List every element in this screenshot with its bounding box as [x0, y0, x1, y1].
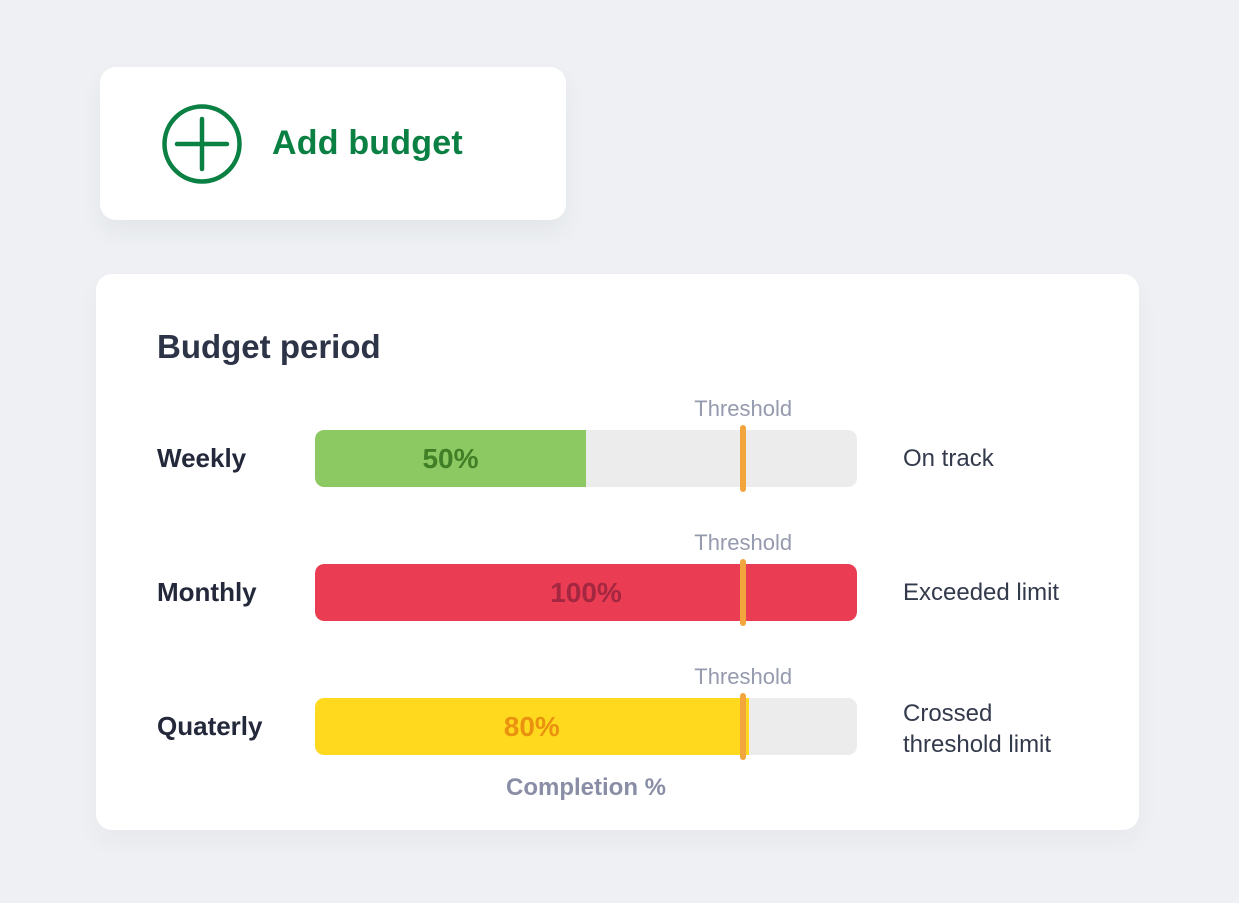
threshold-label: Threshold: [694, 664, 793, 689]
progress-track: 80%: [315, 698, 857, 755]
threshold-marker: [740, 693, 747, 760]
progress-bar-weekly: Threshold 50%: [315, 390, 857, 492]
budget-rows: Weekly Threshold 50% On track Monthly Th…: [157, 390, 1097, 760]
progress-value: 50%: [422, 442, 479, 474]
status-text: Crossed threshold limit: [903, 700, 1052, 758]
plus-circle-icon: [162, 103, 242, 184]
progress-track: 100%: [315, 564, 857, 621]
row-label: Weekly: [157, 443, 247, 473]
threshold-marker: [740, 425, 747, 492]
row-label: Monthly: [157, 577, 257, 607]
status-text: Exceeded limit: [903, 579, 1060, 606]
add-budget-label: Add budget: [272, 124, 463, 162]
progress-fill: 80%: [315, 698, 749, 755]
threshold-label: Threshold: [694, 396, 793, 421]
row-label: Quaterly: [157, 711, 263, 741]
progress-bar-quarterly: Threshold 80%: [315, 658, 857, 760]
progress-track: 50%: [315, 430, 857, 487]
progress-fill: 100%: [315, 564, 857, 621]
progress-value: 100%: [550, 576, 622, 608]
budget-row-quarterly: Quaterly Threshold 80% Crossed threshold…: [157, 658, 1097, 760]
threshold-marker: [740, 559, 747, 626]
completion-axis-label: Completion %: [506, 774, 666, 801]
panel-title: Budget period: [157, 328, 381, 365]
budget-row-weekly: Weekly Threshold 50% On track: [157, 390, 1097, 492]
threshold-label: Threshold: [694, 530, 793, 555]
progress-fill: 50%: [315, 430, 586, 487]
budget-row-monthly: Monthly Threshold 100% Exceeded limit: [157, 524, 1097, 626]
status-text: On track: [903, 445, 994, 472]
add-budget-button[interactable]: Add budget: [100, 67, 566, 220]
progress-bar-monthly: Threshold 100%: [315, 524, 857, 626]
budget-period-panel: Budget period Weekly Threshold 50% On tr…: [96, 274, 1139, 830]
progress-value: 80%: [503, 710, 560, 742]
